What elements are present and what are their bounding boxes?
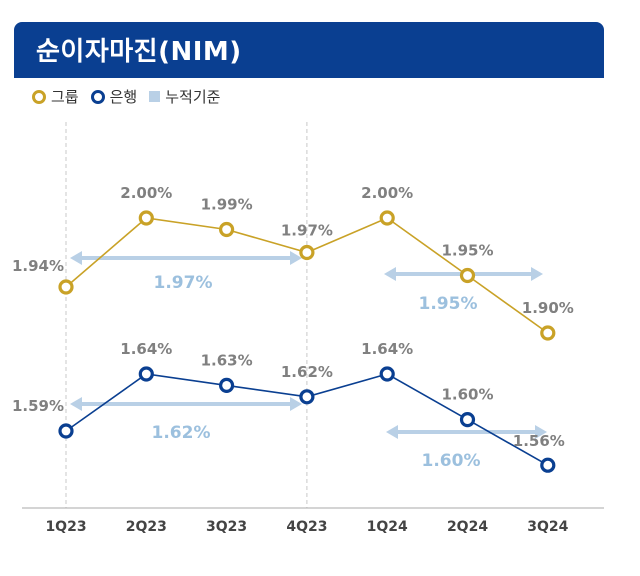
x-tick-label: 2Q23 xyxy=(126,519,167,535)
data-point-group xyxy=(219,221,235,238)
data-label-group: 1.94% xyxy=(12,257,64,275)
data-label-bank: 1.56% xyxy=(513,432,565,450)
cumulative-label: 1.62% xyxy=(152,423,211,443)
cumulative-arrow-right-head xyxy=(531,267,543,281)
data-point-group xyxy=(299,244,315,261)
data-label-group: 1.97% xyxy=(281,222,333,240)
cumulative-arrow-left-head xyxy=(386,425,398,439)
data-point-group xyxy=(58,279,74,295)
title-bar: 순이자마진(NIM) xyxy=(14,22,604,78)
cumulative-arrow-left-head xyxy=(70,251,82,265)
data-label-group: 2.00% xyxy=(120,184,172,202)
legend-group-marker-icon xyxy=(32,89,46,104)
legend-item-group: 그룹 xyxy=(32,86,79,107)
data-point-bank xyxy=(58,423,74,439)
legend-group-label: 그룹 xyxy=(51,88,79,106)
data-label-group: 1.90% xyxy=(522,299,574,317)
cumulative-label: 1.60% xyxy=(422,451,481,471)
data-point-bank xyxy=(379,366,395,382)
cumulative-label: 1.97% xyxy=(154,273,213,293)
x-tick-label: 1Q23 xyxy=(45,519,86,535)
legend-item-bank: 은행 xyxy=(90,86,138,107)
cumulative-arrow-right-head xyxy=(535,425,547,439)
data-label-group: 2.00% xyxy=(361,184,413,202)
cumulative-arrow-right-head xyxy=(290,251,302,265)
cumulative-arrow-right-head xyxy=(290,397,302,411)
cumulative-label: 1.95% xyxy=(419,294,478,314)
legend-item-cumulative: 누적기준 xyxy=(149,86,220,107)
x-tick-label: 4Q23 xyxy=(286,519,327,535)
data-point-group xyxy=(138,210,154,226)
data-label-bank: 1.64% xyxy=(120,340,172,358)
legend: 그룹 은행 누적기준 xyxy=(32,86,232,107)
x-tick-label: 1Q24 xyxy=(367,519,408,535)
x-tick-label: 2Q24 xyxy=(447,519,488,535)
legend-bank-label: 은행 xyxy=(109,88,138,106)
data-point-group xyxy=(459,267,476,284)
legend-bank-marker-icon xyxy=(90,89,105,104)
data-label-bank: 1.63% xyxy=(201,351,253,369)
data-label-bank: 1.60% xyxy=(441,386,493,404)
cumulative-arrow-left-head xyxy=(384,267,396,281)
data-point-bank xyxy=(540,457,556,473)
x-tick-label: 3Q23 xyxy=(206,519,247,535)
x-tick-label: 3Q24 xyxy=(527,519,568,535)
data-label-group: 1.95% xyxy=(441,242,493,260)
legend-cumulative-marker-icon xyxy=(149,91,161,102)
data-point-group xyxy=(540,325,556,341)
page-title: 순이자마진(NIM) xyxy=(36,37,242,67)
data-point-bank xyxy=(138,366,154,382)
data-label-bank: 1.62% xyxy=(281,363,333,381)
data-point-group xyxy=(379,210,395,226)
data-label-bank: 1.64% xyxy=(361,340,413,358)
legend-cumulative-label: 누적기준 xyxy=(165,88,221,106)
data-point-bank xyxy=(299,389,315,405)
data-point-bank xyxy=(459,412,476,428)
data-label-bank: 1.59% xyxy=(12,397,64,415)
data-point-bank xyxy=(219,377,235,393)
cumulative-arrow-left-head xyxy=(70,397,82,411)
data-label-group: 1.99% xyxy=(201,196,253,214)
